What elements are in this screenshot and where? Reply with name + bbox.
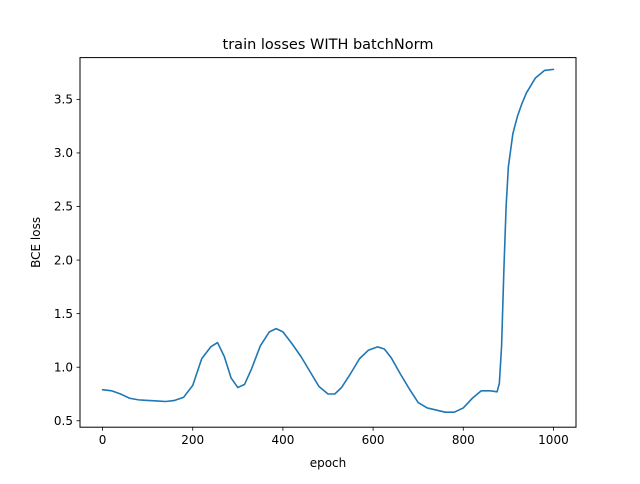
y-axis-label: BCE loss bbox=[29, 217, 43, 268]
y-tick-label: 2.0 bbox=[54, 253, 73, 267]
axes-frame bbox=[79, 57, 577, 428]
chart-title: train losses WITH batchNorm bbox=[223, 37, 434, 53]
y-tick-label: 1.0 bbox=[54, 360, 73, 374]
series-line-0 bbox=[101, 68, 555, 413]
x-axis-ticks: 0 200 400 600 800 1000 bbox=[99, 427, 569, 447]
plot-area bbox=[101, 68, 555, 413]
x-tick-label: 1000 bbox=[538, 433, 569, 447]
y-axis-ticks: 0.5 1.0 1.5 2.0 2.5 3.0 3.5 bbox=[54, 93, 80, 428]
x-axis-label: epoch bbox=[310, 456, 347, 470]
x-tick-label: 400 bbox=[271, 433, 294, 447]
x-tick-label: 800 bbox=[452, 433, 475, 447]
y-tick-label: 1.5 bbox=[54, 307, 73, 321]
y-tick-label: 3.5 bbox=[54, 93, 73, 107]
x-tick-label: 600 bbox=[362, 433, 385, 447]
x-tick-label: 0 bbox=[99, 433, 107, 447]
y-tick-label: 3.0 bbox=[54, 146, 73, 160]
y-tick-label: 0.5 bbox=[54, 414, 73, 428]
x-tick-label: 200 bbox=[181, 433, 204, 447]
y-tick-label: 2.5 bbox=[54, 200, 73, 214]
